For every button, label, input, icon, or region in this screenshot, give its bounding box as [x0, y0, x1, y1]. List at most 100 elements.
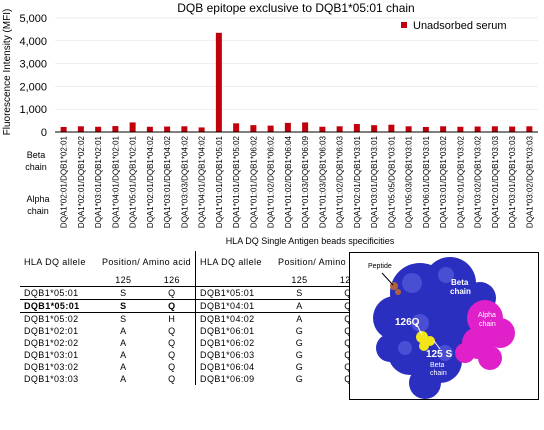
- bar: [405, 126, 412, 132]
- residue-126q: [416, 331, 435, 351]
- left-126-cell: H: [168, 314, 176, 324]
- header-allele-right: HLA DQ allele: [195, 251, 275, 273]
- x-tick-label: DQA1*02:01/DQB1*03:01: [353, 135, 362, 228]
- res125-pointer: [433, 340, 441, 350]
- res125-sub-1: Beta: [430, 362, 445, 369]
- right-125-cell: G: [295, 374, 304, 384]
- beta-chain-label-line1: Beta: [27, 150, 46, 160]
- right-allele-cell: DQB1*06:01: [195, 325, 275, 337]
- alpha-chain-label-line2: chain: [27, 206, 49, 216]
- left-125-cell: A: [120, 362, 127, 372]
- x-tick-label: DQA1*01:03/DQB1*06:09: [301, 135, 310, 228]
- beta-chain-label-line2: chain: [25, 162, 47, 172]
- table-row: DQB1*03:02 A Q DQB1*06:04 G Q: [20, 361, 371, 373]
- bar: [457, 126, 464, 132]
- right-allele-cell: DQB1*06:02: [195, 337, 275, 349]
- right-allele-cell: DQB1*06:03: [195, 349, 275, 361]
- bar: [198, 127, 205, 132]
- x-tick-label: DQA1*02:01/DQB1*02:01: [60, 135, 69, 228]
- alpha-chain-surface: [455, 300, 515, 370]
- bar: [146, 126, 153, 132]
- x-tick-label: DQA1*03:02/DQB1*03:02: [474, 135, 483, 228]
- x-tick-label: DQA1*03:01/DQB1*02:01: [94, 135, 103, 228]
- bar: [112, 126, 119, 132]
- left-126-cell: Q: [168, 350, 176, 360]
- x-tick-label: DQA1*05:05/DQB1*03:01: [387, 135, 396, 228]
- y-tick-label: 4,000: [19, 36, 47, 48]
- right-126-cell: Q: [344, 350, 352, 360]
- y-tick-label: 1,000: [19, 104, 47, 116]
- x-tick-label: DQA1*05:03/DQB1*03:01: [405, 135, 414, 228]
- right-125-cell: A: [296, 314, 303, 324]
- bar: [388, 124, 395, 132]
- right-126-cell: Q: [344, 314, 352, 324]
- protein-structure-image: Peptide Beta chain Alpha chain 126Q 125 …: [350, 253, 538, 399]
- right-allele-cell: DQB1*04:02: [195, 312, 275, 325]
- x-axis-tick-labels: DQA1*02:01/DQB1*02:01 DQA1*02:01/DQB1*02:…: [60, 135, 535, 228]
- x-tick-label: DQA1*02:01/DQB1*03:02: [456, 135, 465, 228]
- left-126-cell: Q: [148, 299, 196, 313]
- left-125-cell: A: [120, 338, 127, 348]
- left-allele-cell: DQB1*03:01: [24, 350, 79, 360]
- left-allele-cell: DQB1*05:02: [24, 314, 79, 324]
- x-axis-label: HLA DQ Single Antigen beads specificitie…: [226, 236, 395, 246]
- left-125-cell: A: [120, 374, 127, 384]
- table-row: DQB1*03:03 A Q DQB1*06:09 G Q: [20, 373, 371, 385]
- table-row: DQB1*03:01 A Q DQB1*06:03 G Q: [20, 349, 371, 361]
- alpha-chain-label-line1: Alpha: [26, 194, 49, 204]
- beta-chain-highlights: [398, 267, 454, 361]
- x-tick-label: DQA1*01:01/DQB1*05:02: [232, 135, 241, 228]
- bar: [77, 126, 84, 132]
- bar: [302, 122, 309, 132]
- bar: [319, 126, 326, 132]
- bar: [336, 126, 343, 132]
- right-125-cell: S: [296, 288, 303, 298]
- x-tick-label: DQA1*01:02/DQB1*06:03: [336, 135, 345, 228]
- peptide-pointer: [381, 272, 394, 286]
- x-tick-label: DQA1*02:01/DQB1*02:02: [77, 135, 86, 228]
- table-row: DQB1*02:02 A Q DQB1*06:02 G Q: [20, 337, 371, 349]
- x-tick-label: DQA1*03:01/DQB1*03:02: [439, 135, 448, 228]
- left-125-cell: S: [98, 299, 149, 313]
- left-allele-cell: DQB1*02:01: [24, 326, 79, 336]
- table-row: DQB1*05:01 S Q DQB1*04:01 A Q: [20, 299, 372, 313]
- left-allele-cell: DQB1*02:02: [24, 338, 79, 348]
- left-126-cell: Q: [168, 288, 176, 298]
- beta-chain-text-1: Beta: [451, 278, 469, 287]
- chart-grid: [55, 17, 538, 110]
- y-axis-ticks: 0 1,000 2,000 3,000 4,000 5,000: [19, 13, 47, 139]
- right-allele-cell: DQB1*06:04: [195, 361, 275, 373]
- left-allele-cell: DQB1*05:01: [24, 288, 79, 298]
- bar: [491, 126, 498, 132]
- left-allele-cell: DQB1*05:01: [20, 299, 98, 313]
- bar: [526, 126, 533, 132]
- protein-structure-panel: Peptide Beta chain Alpha chain 126Q 125 …: [349, 252, 539, 400]
- bar: [250, 125, 257, 132]
- res126-label: 126Q: [395, 317, 420, 328]
- x-tick-label: DQA1*06:01/DQB1*03:01: [422, 135, 431, 228]
- table-row: DQB1*05:01 S Q DQB1*05:01 S Q: [20, 286, 371, 300]
- x-tick-label: DQA1*01:01/DQB1*06:02: [249, 135, 258, 228]
- y-axis-label: Fluorescence Intensity (MFI): [2, 9, 13, 136]
- left-allele-cell: DQB1*03:02: [24, 362, 79, 372]
- right-126-cell: Q: [344, 362, 352, 372]
- right-126-cell: Q: [344, 326, 352, 336]
- y-tick-label: 5,000: [19, 13, 47, 25]
- left-126-cell: Q: [168, 326, 176, 336]
- right-126-cell: Q: [344, 374, 352, 384]
- header-allele-left: HLA DQ allele: [24, 256, 86, 267]
- bar: [60, 126, 67, 132]
- x-tick-label: DQA1*04:01/DQB1*02:01: [111, 135, 120, 228]
- x-tick-label: DQA1*01:02/DQB1*06:02: [267, 135, 276, 228]
- beta-chain-text-2: chain: [450, 287, 471, 296]
- x-tick-label: DQA1*01:02/DQB1*06:04: [284, 135, 293, 228]
- res125-label: 125 S: [426, 349, 452, 360]
- bar-series: [60, 32, 533, 132]
- peptide-label: Peptide: [368, 263, 392, 270]
- right-125-cell: G: [295, 362, 304, 372]
- allele-table: HLA DQ allele Position/ Amino acid HLA D…: [20, 251, 372, 385]
- left-allele-cell: DQB1*03:03: [24, 374, 79, 384]
- x-tick-label: DQA1*04:01/DQB1*04:02: [198, 135, 207, 228]
- right-allele-cell: DQB1*05:01: [195, 286, 275, 300]
- x-tick-label: DQA1*02:01/DQB1*03:03: [491, 135, 500, 228]
